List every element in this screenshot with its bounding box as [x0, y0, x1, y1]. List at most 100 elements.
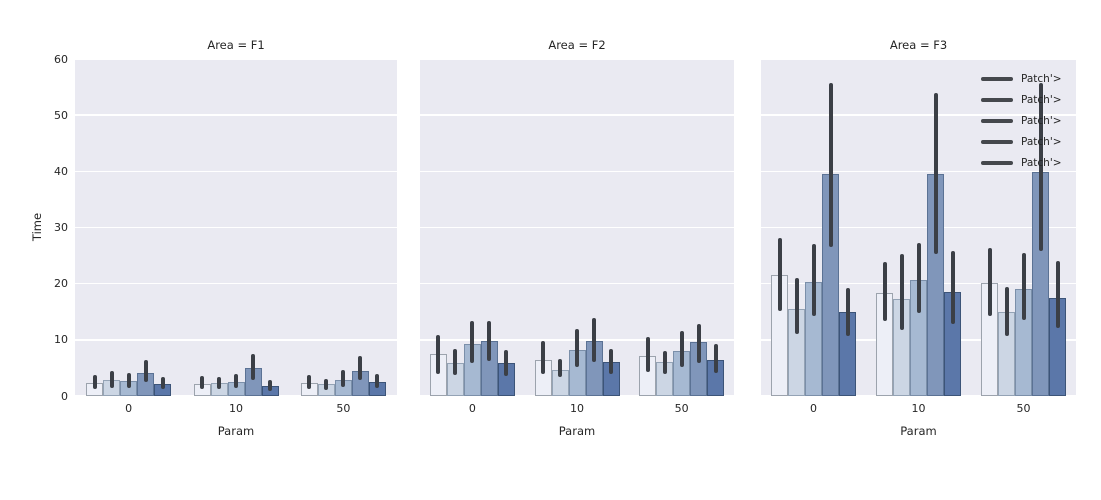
error-bar-f3-x0-s5 [845, 287, 850, 337]
legend-item-1: Patch'> [981, 68, 1063, 89]
error-bar-f2-x50-s3 [679, 330, 684, 368]
error-bar-f3-x50-s3 [1021, 252, 1026, 320]
error-bar-f1-x10-s4 [251, 353, 255, 380]
legend-item-4: Patch'> [981, 131, 1063, 152]
error-bar-f3-x0-s4 [828, 82, 833, 248]
gridline-y10 [75, 339, 397, 341]
x-tick-f2-50: 50 [674, 402, 689, 415]
x-tick-f1-50: 50 [336, 402, 351, 415]
error-bar-f2-x0-s5 [504, 349, 509, 377]
error-bar-f3-x0-s3 [811, 244, 816, 316]
error-bar-f3-x10-s4 [933, 92, 938, 255]
legend-line-icon [981, 139, 1013, 144]
error-bar-f2-x10-s4 [592, 317, 596, 362]
error-bar-f3-x10-s2 [899, 254, 904, 330]
legend-line-icon [981, 76, 1013, 81]
gridline-y60 [761, 59, 1076, 60]
legend: Patch'> Patch'> Patch'> Patch'> Patch'> [981, 68, 1063, 173]
panel-plot-background [761, 59, 1076, 396]
legend-label: Patch'> [1021, 135, 1062, 148]
x-tick-f2-10: 10 [570, 402, 584, 415]
legend-label: Patch'> [1021, 114, 1062, 127]
error-bar-f1-x10-s3 [234, 374, 238, 389]
panel-f1 [75, 59, 397, 396]
y-tick-50: 50 [54, 108, 68, 122]
legend-line-icon [981, 97, 1013, 102]
error-bar-f2-x10-s5 [609, 348, 613, 375]
gridline-y30 [420, 226, 734, 229]
gridline-y30 [75, 226, 397, 229]
y-tick-0: 0 [61, 389, 68, 403]
error-bar-f3-x0-s2 [794, 278, 799, 335]
gridline-y50 [420, 114, 734, 116]
x-axis-label-f1: Param [217, 424, 255, 438]
error-bar-f2-x50-s4 [696, 323, 701, 363]
legend-label: Patch'> [1021, 156, 1062, 169]
x-axis-label-f3: Param [900, 424, 937, 438]
legend-item-2: Patch'> [981, 89, 1063, 110]
gridline-y40 [75, 170, 397, 173]
y-tick-60: 60 [54, 52, 68, 66]
gridline-y60 [75, 59, 397, 60]
panel-title-f1: Area = F1 [207, 38, 265, 52]
panel-plot-background [420, 59, 734, 396]
gridline-y60 [420, 59, 734, 60]
error-bar-f1-x50-s3 [341, 370, 346, 388]
panel-title-f3: Area = F3 [889, 38, 948, 52]
error-bar-f1-x50-s2 [324, 378, 329, 390]
panel-f2 [420, 59, 734, 396]
error-bar-f3-x50-s1 [987, 248, 992, 316]
x-tick-f3-50: 50 [1016, 402, 1031, 415]
panel-plot-background [75, 59, 397, 396]
y-tick-20: 20 [54, 277, 68, 291]
error-bar-f1-x0-s3 [126, 372, 131, 389]
error-bar-f3-x10-s5 [950, 250, 955, 325]
x-tick-f3-0: 0 [810, 402, 817, 415]
panel-f3: Patch'> Patch'> Patch'> Patch'> Patch'> [761, 59, 1076, 396]
gridline-y50 [75, 114, 397, 116]
error-bar-f1-x0-s1 [92, 375, 97, 390]
x-tick-f3-10: 10 [911, 402, 926, 415]
error-bar-f1-x0-s2 [109, 370, 114, 388]
x-tick-f1-0: 0 [125, 402, 133, 415]
error-bar-f2-x10-s3 [575, 329, 579, 367]
gridline-y20 [420, 282, 734, 285]
legend-line-icon [981, 160, 1013, 165]
gridline-y20 [75, 282, 397, 285]
x-tick-f2-0: 0 [468, 402, 476, 415]
error-bar-f3-x10-s3 [916, 243, 921, 314]
error-bar-f1-x50-s5 [375, 374, 380, 388]
error-bar-f3-x50-s5 [1055, 261, 1060, 329]
gridline-y40 [761, 170, 1076, 173]
y-tick-10: 10 [54, 333, 68, 347]
error-bar-f2-x10-s1 [541, 340, 545, 375]
error-bar-f3-x0-s1 [777, 237, 782, 311]
panel-title-f2: Area = F2 [548, 38, 606, 52]
error-bar-f1-x10-s5 [268, 380, 272, 391]
error-bar-f3-x50-s4 [1038, 83, 1043, 251]
error-bar-f2-x50-s2 [662, 351, 667, 374]
error-bar-f3-x50-s2 [1004, 287, 1009, 337]
error-bar-f1-x50-s1 [307, 375, 312, 390]
legend-item-5: Patch'> [981, 152, 1063, 173]
legend-line-icon [981, 118, 1013, 123]
error-bar-f1-x0-s5 [160, 377, 165, 390]
error-bar-f1-x10-s1 [200, 376, 204, 390]
error-bar-f2-x0-s2 [453, 348, 458, 376]
error-bar-f2-x0-s1 [436, 334, 441, 374]
gridline-y50 [761, 114, 1076, 116]
error-bar-f2-x0-s3 [470, 320, 475, 364]
x-tick-f1-10: 10 [229, 402, 243, 415]
legend-label: Patch'> [1021, 72, 1062, 85]
gridline-y30 [761, 226, 1076, 229]
error-bar-f1-x0-s4 [143, 359, 148, 382]
x-axis-label-f2: Param [558, 424, 596, 438]
error-bar-f1-x50-s4 [358, 356, 363, 380]
error-bar-f1-x10-s2 [217, 376, 221, 390]
error-bar-f2-x0-s4 [487, 320, 492, 361]
error-bar-f3-x10-s1 [882, 261, 887, 322]
error-bar-f2-x50-s1 [645, 337, 650, 372]
error-bar-f2-x50-s5 [713, 343, 718, 373]
legend-label: Patch'> [1021, 93, 1062, 106]
